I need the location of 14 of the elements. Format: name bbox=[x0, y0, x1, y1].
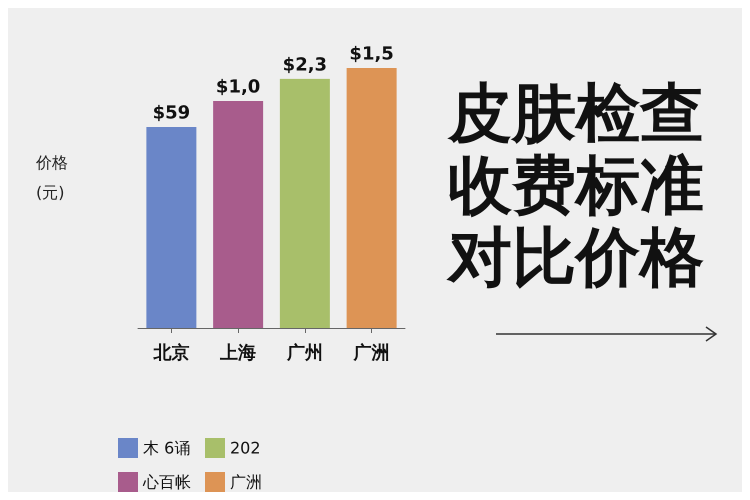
x-tick-label: 上海 bbox=[219, 342, 256, 364]
text: $1,5 bbox=[349, 44, 394, 64]
legend-label: 木 6诵 bbox=[143, 438, 190, 458]
legend-label: 202 bbox=[230, 438, 261, 458]
annotation: $1,0 bbox=[216, 76, 260, 98]
legend-label: 广洲 bbox=[230, 472, 262, 492]
y-axis-title: 价格 (元) bbox=[36, 152, 69, 204]
x-tick-label: 北京 bbox=[152, 342, 190, 364]
text: 皮肤检查收费标准对比价格 bbox=[448, 77, 705, 295]
x-tick-label: 广洲 bbox=[352, 342, 390, 364]
annotation: $59 bbox=[152, 102, 190, 124]
x-tick-label: 广州 bbox=[286, 342, 323, 364]
legend-label: 心百帐 bbox=[142, 472, 191, 492]
annotation: $2,3 bbox=[282, 54, 328, 76]
